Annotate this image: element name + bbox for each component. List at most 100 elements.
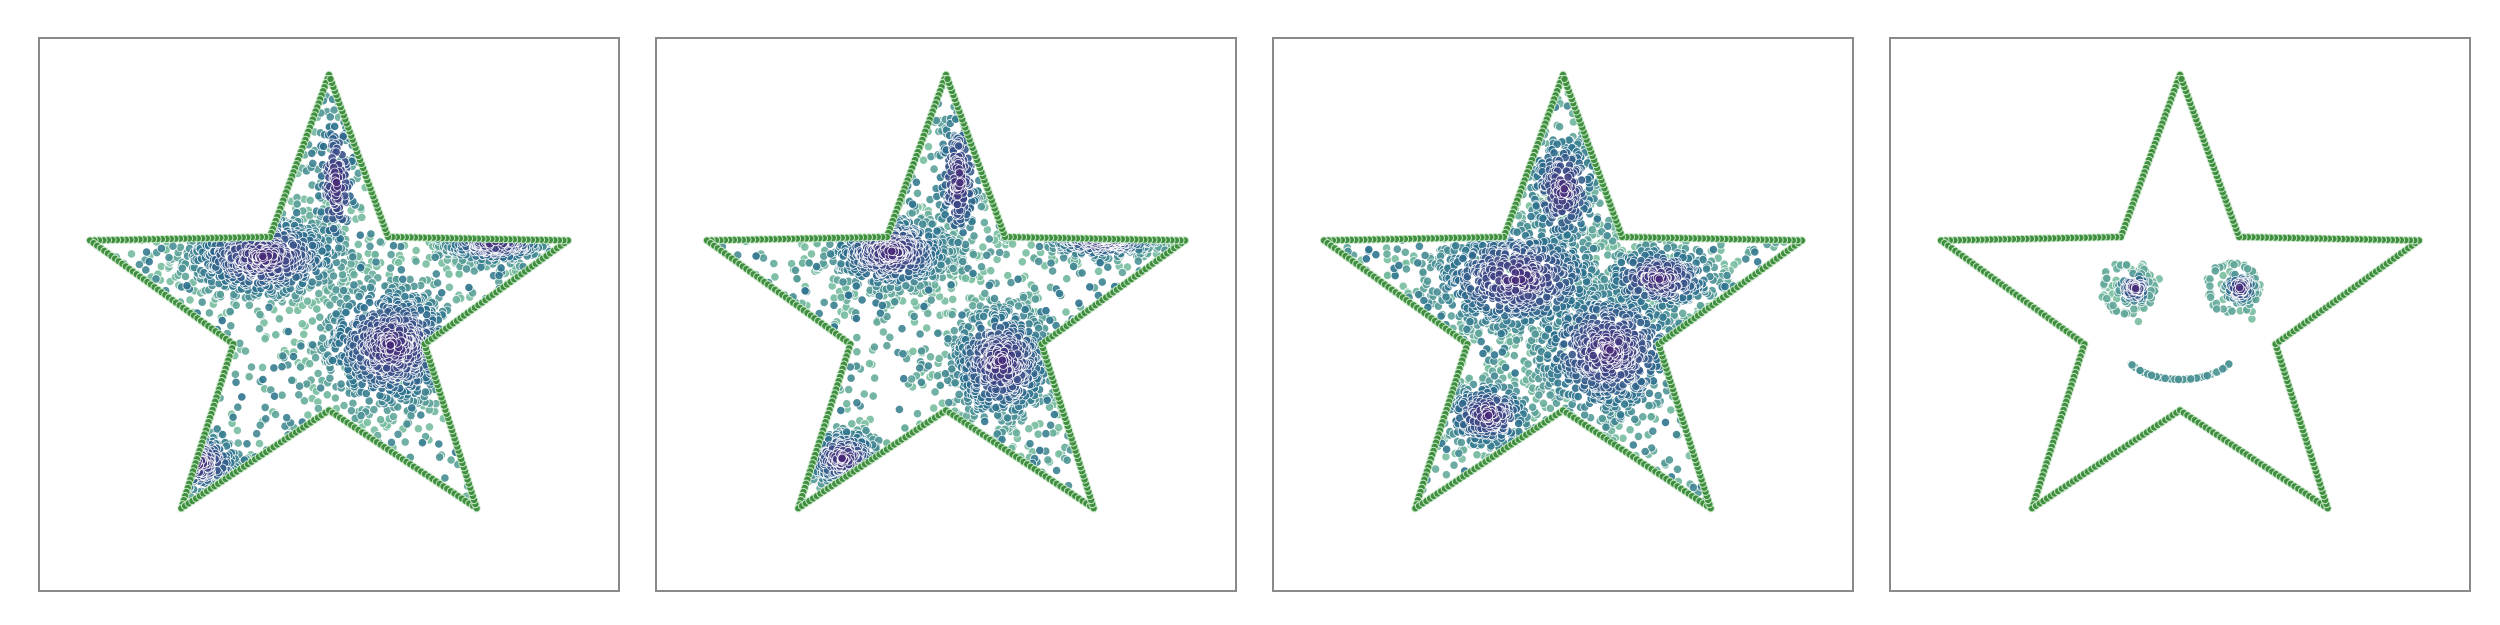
- scatter-point: [308, 340, 318, 350]
- scatter-point: [1011, 428, 1022, 438]
- panel-1: [38, 37, 620, 592]
- scatter-point: [954, 168, 964, 178]
- scatter-point: [237, 392, 247, 402]
- scatter-point: [923, 142, 934, 152]
- scatter-point: [339, 400, 349, 411]
- scatter-point: [337, 270, 348, 280]
- scatter-point: [277, 362, 287, 372]
- scatter-point: [354, 291, 364, 302]
- scatter-point: [1017, 257, 1027, 267]
- scatter-point: [316, 383, 326, 393]
- scatter-point: [288, 351, 299, 362]
- scatter-point: [918, 155, 929, 165]
- scatter-point: [375, 415, 386, 425]
- scatter-point: [317, 246, 327, 256]
- scatter-point: [356, 263, 366, 273]
- scatter-point: [1097, 277, 1107, 287]
- scatter-point: [1045, 315, 1055, 325]
- scatter-point: [1051, 465, 1062, 476]
- scatter-point: [464, 282, 474, 293]
- scatter-point: [228, 412, 238, 422]
- scatter-point: [331, 309, 341, 319]
- scatter-point: [1021, 248, 1031, 258]
- scatter-point: [336, 379, 346, 389]
- scatter-point: [424, 422, 435, 432]
- scatter-point: [142, 247, 152, 257]
- scatter-point: [1117, 267, 1127, 278]
- scatter-point: [299, 329, 309, 339]
- scatter-point: [1074, 298, 1084, 308]
- scatter-point: [292, 199, 302, 209]
- scatter-point: [1054, 288, 1065, 299]
- scatter-point: [430, 252, 440, 262]
- scatter-point: [325, 373, 335, 383]
- scatter-point: [432, 278, 443, 288]
- scatter-point: [296, 341, 306, 351]
- scatter-point: [396, 265, 406, 275]
- scatter-point: [292, 208, 302, 218]
- scatter-point: [926, 295, 936, 305]
- scatter-point: [197, 297, 207, 307]
- scatter-point: [976, 262, 987, 272]
- scatter-point: [790, 265, 801, 275]
- scatter-point: [940, 369, 950, 379]
- scatter-point: [924, 285, 934, 295]
- scatter-point: [361, 388, 371, 399]
- scatter-point: [421, 259, 431, 269]
- scatter-point: [882, 341, 892, 351]
- scatter-point: [346, 406, 356, 416]
- scatter-point: [978, 311, 989, 321]
- scatter-point: [303, 410, 313, 420]
- scatter-point: [461, 264, 472, 274]
- scatter-point: [984, 280, 994, 290]
- scatter-point: [325, 112, 335, 122]
- scatter-point: [838, 277, 848, 287]
- scatter-point: [385, 263, 396, 273]
- panel-2: [655, 37, 1237, 592]
- scatter-point: [1026, 240, 1036, 250]
- scatter-point: [258, 251, 268, 261]
- scatter-point: [819, 297, 829, 307]
- scatter-point: [327, 355, 338, 366]
- scatter-point: [258, 374, 268, 385]
- scatter-point: [386, 250, 396, 260]
- scatter-point: [980, 288, 990, 298]
- scatter-point: [870, 373, 880, 383]
- scatter-point: [930, 387, 940, 397]
- scatter-point: [261, 414, 271, 424]
- scatter-point: [366, 229, 376, 239]
- scatter-point: [1062, 274, 1072, 284]
- scatter-point: [406, 411, 416, 421]
- scatter-point: [1046, 258, 1056, 268]
- scatter-point: [126, 249, 137, 259]
- scatter-point: [1095, 258, 1105, 268]
- scatter-point: [318, 141, 329, 152]
- scatter-point: [955, 178, 965, 188]
- scatter-point: [800, 286, 810, 296]
- scatter-point: [357, 212, 367, 222]
- scatter-point: [1049, 409, 1059, 420]
- scatter-point: [151, 274, 161, 284]
- scatter-point: [282, 413, 292, 423]
- scatter-point: [826, 249, 836, 259]
- scatter-point: [454, 269, 464, 279]
- scatter-point: [868, 391, 878, 401]
- scatter-point: [353, 239, 363, 249]
- scatter-point: [907, 374, 917, 384]
- scatter-point: [444, 269, 454, 279]
- scatter-point: [901, 281, 911, 291]
- scatter-point: [335, 234, 345, 244]
- scatter-point: [386, 437, 397, 447]
- scatter-point: [255, 420, 265, 430]
- scatter-point: [264, 302, 274, 312]
- scatter-point: [180, 271, 191, 281]
- scatter-point: [440, 473, 450, 483]
- scatter-point: [330, 393, 340, 403]
- scatter-point: [365, 241, 375, 251]
- scatter-point: [328, 271, 339, 281]
- scatter-point: [416, 410, 426, 420]
- scatter-point: [857, 295, 867, 305]
- scatter-point: [1133, 256, 1143, 266]
- scatter-point: [330, 121, 340, 132]
- scatter-point: [806, 249, 817, 259]
